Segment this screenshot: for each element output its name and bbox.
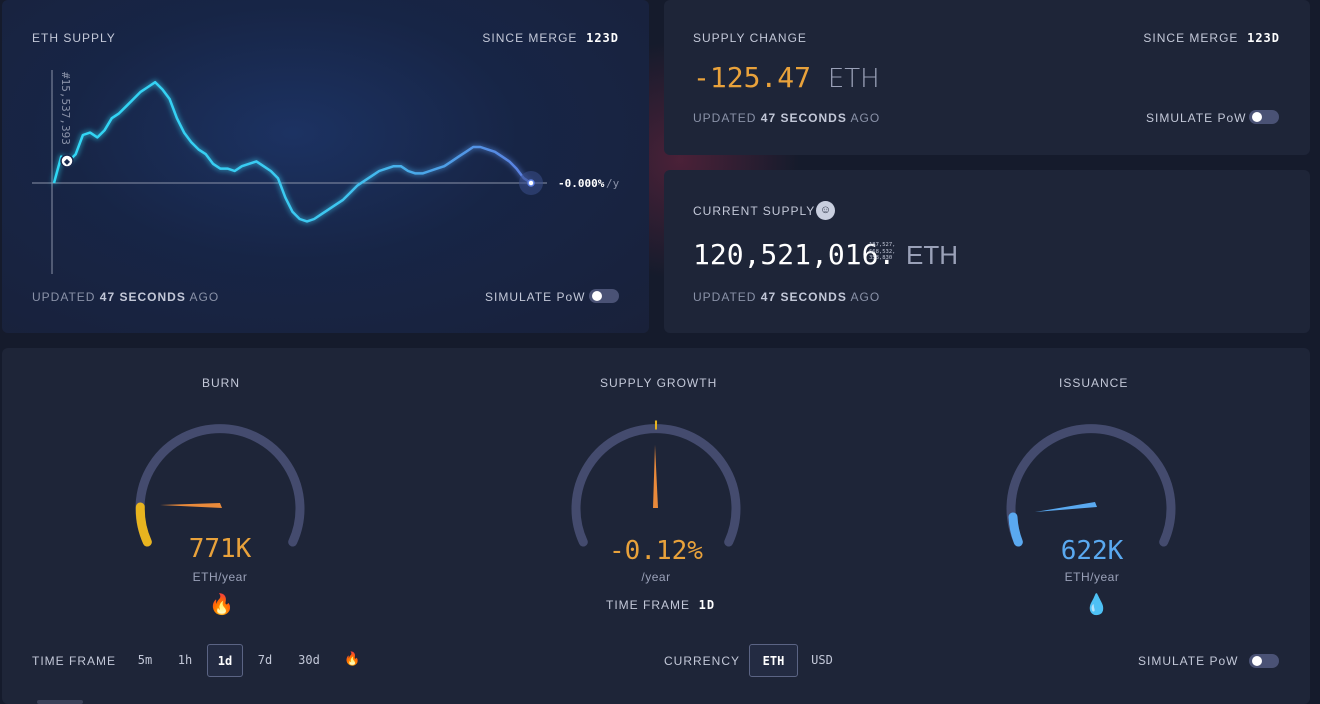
currency-usd-button[interactable]: USD [811,653,833,667]
updated-value: 47 SECONDS [760,290,847,304]
updated-prefix: UPDATED [32,290,96,304]
decimals-line-3: 358,830 [869,255,893,261]
simulate-pow-toggle[interactable] [589,289,619,303]
issuance-gauge-needle [1035,502,1097,512]
current-supply-number: 120,521,016. [693,238,896,271]
end-point[interactable] [527,179,535,187]
rate-value: -0.000% [558,177,605,190]
current-supply-title: CURRENT SUPPLY [693,204,816,218]
currency-label: CURRENCY [664,654,741,668]
updated-text: UPDATED 47 SECONDS AGO [693,111,880,125]
updated-prefix: UPDATED [693,290,757,304]
current-supply-unit: ETH [906,240,958,270]
simulate-pow-label: SIMULATE PoW [1146,111,1247,125]
supply-change-value: -125.47 ETH [693,61,880,94]
timeframe-label: TIME FRAME [32,654,116,668]
supply-change-unit: ETH [827,64,880,94]
block-number-label: #15,537,393 [59,72,72,145]
since-merge-label: SINCE MERGE [1143,31,1239,45]
gauges-card: BURN 771K ETH/year 🔥 SUPPLY GROWTH -0.12… [2,348,1310,704]
simulate-pow-label: SIMULATE PoW [485,290,586,304]
supply-growth-gauge [571,420,741,547]
burn-title: BURN [202,376,241,390]
supply-growth-timeframe: TIME FRAME 1d [606,598,715,612]
supply-growth-gauge-needle [653,445,658,508]
supply-change-title: SUPPLY CHANGE [693,31,807,45]
issuance-title: ISSUANCE [1059,376,1129,390]
since-merge-value: 123d [1247,31,1280,45]
merge-marker-icon: ◆ [64,157,71,166]
eth-supply-card: ETH SUPPLY SINCE MERGE 123d #15,537,393 … [2,0,649,333]
simulate-pow-toggle[interactable] [1249,654,1279,668]
nerd-face-icon: ☺ [816,201,835,220]
updated-prefix: UPDATED [693,111,757,125]
supply-change-card: SUPPLY CHANGE SINCE MERGE 123d -125.47 E… [664,0,1310,155]
updated-suffix: AGO [850,111,881,125]
simulate-pow-toggle[interactable] [1249,110,1279,124]
updated-text: UPDATED 47 SECONDS AGO [32,290,219,304]
burn-gauge [135,424,305,547]
updated-text: UPDATED 47 SECONDS AGO [693,290,880,304]
current-supply-decimals: 187,527, 668,532, 358,830 [869,242,896,262]
timeframe-since-burn-icon[interactable]: 🔥 [344,651,361,666]
merge-marker[interactable] [60,154,74,168]
burn-gauge-needle [160,503,222,508]
supply-series-line [52,80,532,223]
simulate-pow-label: SIMULATE PoW [1138,654,1239,668]
issuance-gauge-track [1006,424,1176,547]
timeframe-1h-button[interactable]: 1h [177,653,193,667]
burn-gauge-fill [135,502,152,547]
since-merge-value: 123d [586,31,619,45]
issuance-gauge-fill [1008,512,1023,547]
issuance-unit: ETH/year [1064,570,1120,584]
timeframe-5m-button[interactable]: 5m [137,653,153,667]
since-merge: SINCE MERGE 123d [1143,31,1280,45]
current-supply-card: CURRENT SUPPLY ☺ 120,521,016. 187,527, 6… [664,170,1310,333]
timeframe-value: 1d [698,598,716,612]
burn-value: 771K [188,534,252,564]
timeframe-30d-button[interactable]: 30d [298,653,320,667]
timeframe-7d-button[interactable]: 7d [257,653,273,667]
timeframe-1d-button[interactable]: 1d [207,644,243,677]
supply-growth-value: -0.12% [609,536,703,566]
updated-suffix: AGO [850,290,881,304]
issuance-value: 622K [1060,536,1124,566]
since-merge-label: SINCE MERGE [482,31,578,45]
droplet-icon: 💧 [1084,594,1109,616]
updated-suffix: AGO [189,290,220,304]
burn-gauge-track [135,424,305,547]
issuance-gauge [1006,424,1176,547]
updated-value: 47 SECONDS [760,111,847,125]
supply-growth-title: SUPPLY GROWTH [600,376,718,390]
timeframe-label: TIME FRAME [606,598,690,612]
decimals-line-2: 668,532, [869,248,896,255]
supply-line-chart[interactable]: #15,537,393 ◆ -0.000% /y [2,0,649,333]
updated-value: 47 SECONDS [99,290,186,304]
burn-unit: ETH/year [192,570,248,584]
supply-growth-unit: /year [641,570,671,584]
supply-change-number: -125.47 [693,61,812,94]
since-merge: SINCE MERGE 123d [482,31,619,45]
fire-icon: 🔥 [209,594,234,616]
rate-unit: /y [606,177,620,190]
scroll-indicator[interactable] [37,700,83,704]
currency-eth-button[interactable]: ETH [749,644,798,677]
current-supply-value: 120,521,016. [693,238,895,271]
decimals-line-1: 187,527, [869,242,896,248]
eth-supply-title: ETH SUPPLY [32,31,116,45]
